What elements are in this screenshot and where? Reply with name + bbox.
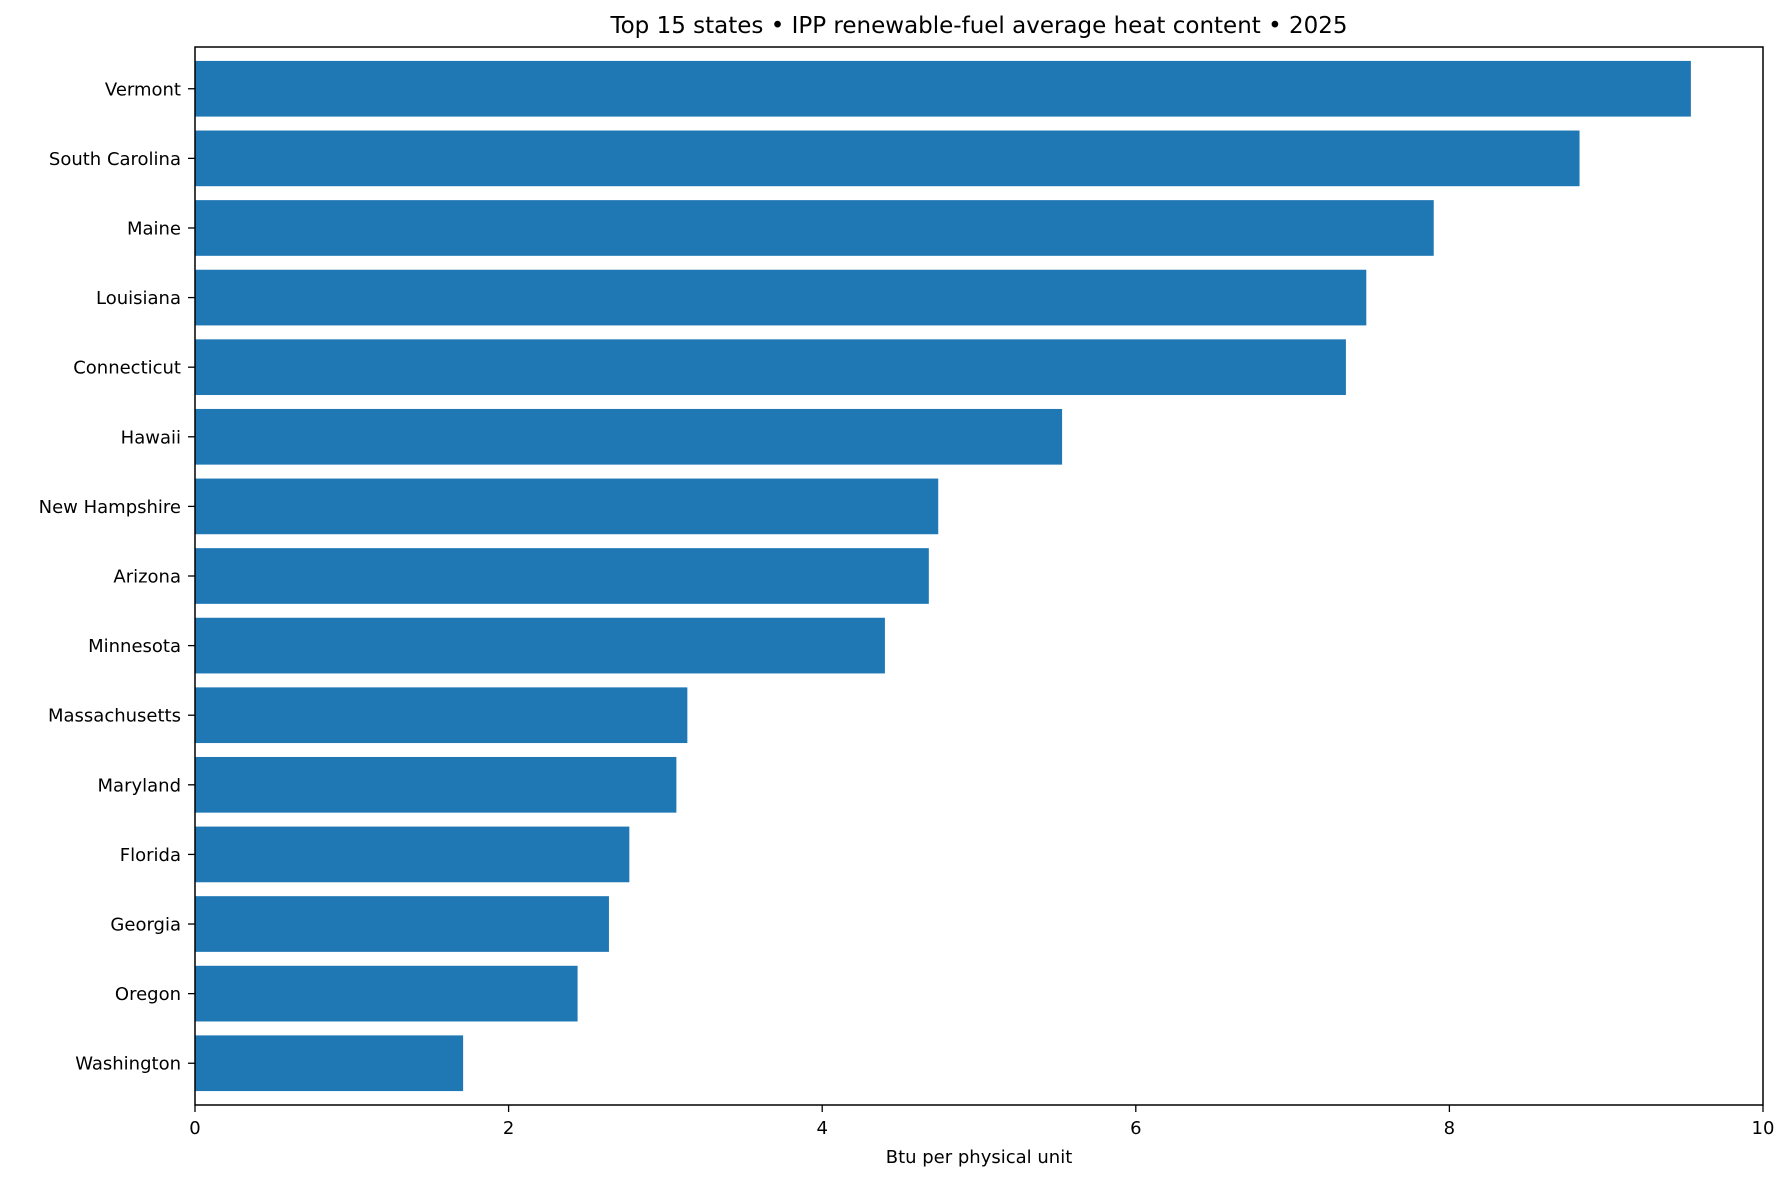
y-tick-label: Oregon [115,984,181,1005]
chart-title: Top 15 states • IPP renewable-fuel avera… [609,13,1347,39]
bar-washington [195,1035,464,1092]
bar-connecticut [195,339,1346,396]
x-tick-label: 8 [1444,1118,1455,1139]
y-tick-label: Florida [120,845,181,866]
y-tick-label: Hawaii [121,427,181,448]
bar-oregon [195,965,578,1022]
y-tick-label: Louisiana [96,288,181,309]
y-tick-label: Vermont [105,79,181,100]
bar-minnesota [195,617,885,674]
x-tick-label: 2 [503,1118,514,1139]
y-tick-label: Maine [127,218,181,239]
x-tick-label: 10 [1752,1118,1775,1139]
bar-louisiana [195,269,1367,326]
x-tick-label: 4 [816,1118,827,1139]
bar-south-carolina [195,130,1580,187]
bar-new-hampshire [195,478,939,535]
x-tick-label: 0 [189,1118,200,1139]
bar-hawaii [195,408,1063,465]
bar-maine [195,200,1434,256]
bar-florida [195,826,630,883]
y-tick-label: South Carolina [49,149,181,170]
bar-vermont [195,60,1691,117]
bar-maryland [195,756,677,813]
x-axis-label: Btu per physical unit [886,1147,1073,1168]
plot-frame [194,46,1764,1106]
x-axis-ticks: 0 2 4 6 8 10 [189,1105,1774,1139]
bar-massachusetts [195,687,688,744]
bar-arizona [195,548,929,604]
x-tick-label: 6 [1130,1118,1141,1139]
y-tick-label: New Hampshire [39,497,181,518]
y-axis-ticks: Vermont South Carolina Maine Louisiana Conne… [39,79,195,1075]
y-tick-label: Minnesota [88,636,181,657]
bars-layer [195,60,1691,1092]
bar-georgia [195,896,609,952]
y-tick-label: Massachusetts [48,706,181,727]
y-tick-label: Washington [75,1054,181,1075]
y-tick-label: Maryland [98,775,181,796]
y-tick-label: Arizona [113,567,181,588]
y-tick-label: Georgia [110,915,181,936]
y-tick-label: Connecticut [73,358,181,379]
